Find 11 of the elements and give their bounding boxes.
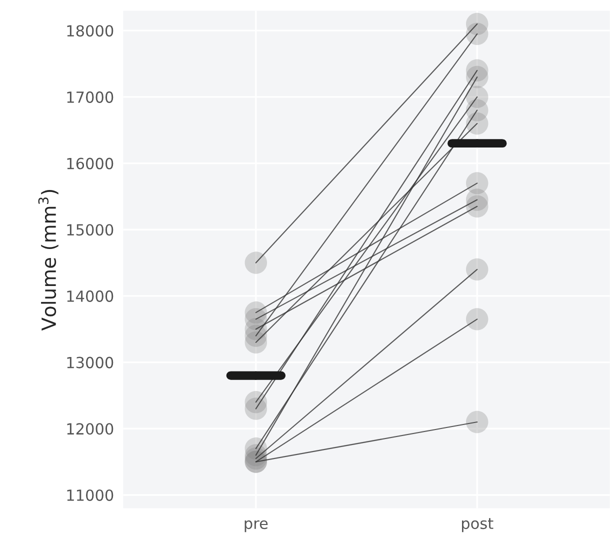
y-tick-label: 18000	[67, 25, 114, 37]
x-tick-label: post	[462, 518, 494, 532]
y-tick-label: 17000	[67, 91, 114, 103]
x-tick-label: pre	[244, 520, 268, 532]
y-tick-label: 13000	[67, 356, 114, 368]
y-tick-label: 14000	[67, 290, 114, 302]
y-tick-label: 15000	[67, 224, 114, 236]
y-tick-label: 11000	[67, 489, 114, 502]
y-axis-title: Volume (mm$^{3}$)	[38, 190, 58, 331]
y-tick-label: 16000	[67, 158, 114, 170]
y-tick-label: 12000	[67, 423, 114, 435]
